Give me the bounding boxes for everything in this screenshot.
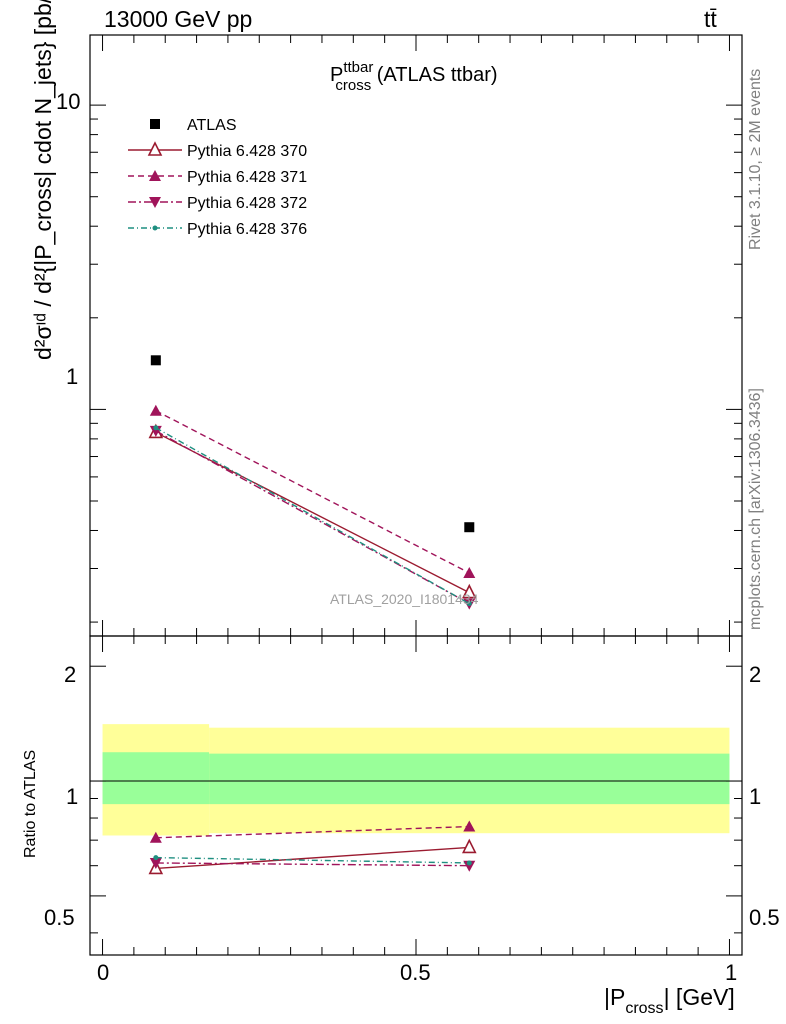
- ratio-series-line-pythia-6-428-370: [155, 846, 470, 870]
- ratio-data-point-pythia-6-428-376: [466, 860, 472, 866]
- y-tick-label-ratio-0.5-right: 0.5: [749, 905, 780, 930]
- plot-title: Pttbarcross (ATLAS ttbar): [330, 59, 498, 94]
- main-data-point-atlas: [150, 355, 161, 366]
- y-axis-label-main: d²σᶦᵈ / d²{|P_cross| cdot N_jets} [pb/Ge…: [30, 0, 56, 360]
- x-axis-label-subscript: cross: [625, 1000, 664, 1017]
- x-axis-label: |Pcross| [GeV]: [604, 984, 735, 1017]
- ratio-data-point-pythia-6-428-372: [463, 860, 476, 872]
- y-tick-label-ratio-1: 1: [66, 784, 79, 809]
- main-data-point-pythia-6-428-376: [153, 425, 159, 431]
- main-data-point-pythia-6-428-376: [466, 601, 472, 607]
- main-data-point-pythia-6-428-372: [149, 425, 162, 437]
- legend-label-pythia-6-428-376: Pythia 6.428 376: [187, 221, 307, 238]
- ratio-data-point-pythia-6-428-371: [149, 831, 162, 843]
- rivet-version-note: Rivet 3.1.10, ≥ 2M events: [747, 68, 764, 250]
- legend-marker-pythia-6-428-376: [152, 225, 158, 231]
- ratio-uncertainty-band-inner: [209, 753, 730, 805]
- legend-label-pythia-6-428-372: Pythia 6.428 372: [187, 195, 307, 212]
- ratio-uncertainty-band-inner: [102, 752, 210, 805]
- x-axis-label-unit: | [GeV]: [663, 984, 735, 1010]
- legend-label-pythia-6-428-371: Pythia 6.428 371: [187, 169, 307, 186]
- y-tick-label-main-10: 10: [56, 89, 81, 114]
- ratio-data-point-pythia-6-428-371: [463, 820, 476, 832]
- x-tick-label-0: 0: [97, 960, 110, 985]
- main-series-line-pythia-6-428-376: [155, 427, 470, 605]
- energy-label: 13000 GeV pp: [104, 6, 253, 32]
- main-data-point-pythia-6-428-370: [461, 583, 477, 599]
- y-tick-label-ratio-0.5: 0.5: [44, 905, 75, 930]
- legend-label-pythia-6-428-370: Pythia 6.428 370: [187, 143, 307, 160]
- main-data-point-atlas: [464, 522, 475, 533]
- legend-marker-pythia-6-428-372: [149, 197, 161, 208]
- main-series-line-pythia-6-428-372: [155, 430, 470, 605]
- main-series-line-pythia-6-428-371: [155, 410, 470, 574]
- legend-marker-atlas: [150, 119, 160, 129]
- y-tick-label-main-1: 1: [66, 364, 79, 389]
- legend-marker-pythia-6-428-371: [149, 170, 161, 181]
- analysis-watermark: ATLAS_2020_I1801434: [330, 591, 479, 607]
- legend-label-atlas: ATLAS: [187, 117, 237, 134]
- x-axis-label-main: |P: [604, 984, 626, 1010]
- x-tick-label-0.5: 0.5: [400, 960, 431, 985]
- y-tick-label-ratio-2: 2: [64, 662, 77, 687]
- x-tick-label-1: 1: [725, 960, 738, 985]
- legend-marker-pythia-6-428-370: [147, 141, 163, 156]
- mcplots-source-note: mcplots.cern.ch [arXiv:1306.3436]: [747, 388, 764, 630]
- main-data-point-pythia-6-428-371: [463, 566, 476, 578]
- y-tick-label-ratio-1-right: 1: [749, 784, 762, 809]
- y-tick-label-ratio-2-right: 2: [749, 662, 762, 687]
- ratio-series-line-pythia-6-428-371: [155, 825, 470, 839]
- ratio-series-line-pythia-6-428-376: [155, 856, 470, 864]
- main-data-point-pythia-6-428-371: [149, 404, 162, 416]
- title-superscript: ttbar: [343, 59, 374, 76]
- title-main: P: [330, 64, 344, 86]
- ratio-data-point-pythia-6-428-370: [461, 838, 477, 854]
- ratio-series-line-pythia-6-428-372: [155, 862, 470, 867]
- title-suffix: (ATLAS ttbar): [376, 64, 498, 86]
- ratio-data-point-pythia-6-428-372: [149, 857, 162, 869]
- ratio-data-point-pythia-6-428-376: [153, 855, 159, 861]
- title-subscript: cross: [335, 77, 372, 94]
- y-axis-label-ratio: Ratio to ATLAS: [22, 749, 39, 858]
- process-label: tt̄: [704, 6, 717, 32]
